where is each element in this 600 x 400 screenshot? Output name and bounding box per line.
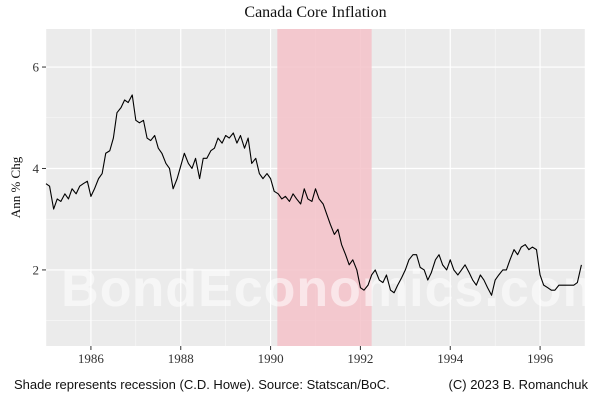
x-tick-label: 1992 (347, 351, 373, 366)
plot-panel: BondEconomics.com (45, 29, 600, 346)
recession-shading (277, 29, 372, 346)
footer-source-note: Shade represents recession (C.D. Howe). … (14, 377, 390, 392)
y-axis-title: Ann % Chg (8, 156, 23, 218)
footer-copyright: (C) 2023 B. Romanchuk (449, 377, 589, 392)
x-tick-label: 1990 (258, 351, 284, 366)
x-tick-label: 1988 (168, 351, 194, 366)
watermark-logo: BondEconomics.com (61, 260, 600, 318)
y-tick-label: 2 (33, 262, 40, 277)
y-tick-label: 6 (33, 60, 40, 75)
y-tick-label: 4 (33, 161, 40, 176)
series-line-core-inflation (45, 94, 582, 296)
chart-title: Canada Core Inflation (244, 4, 386, 21)
x-tick-label: 1996 (527, 351, 554, 366)
x-tick-label: 1994 (437, 351, 464, 366)
x-tick-label: 1986 (78, 351, 105, 366)
